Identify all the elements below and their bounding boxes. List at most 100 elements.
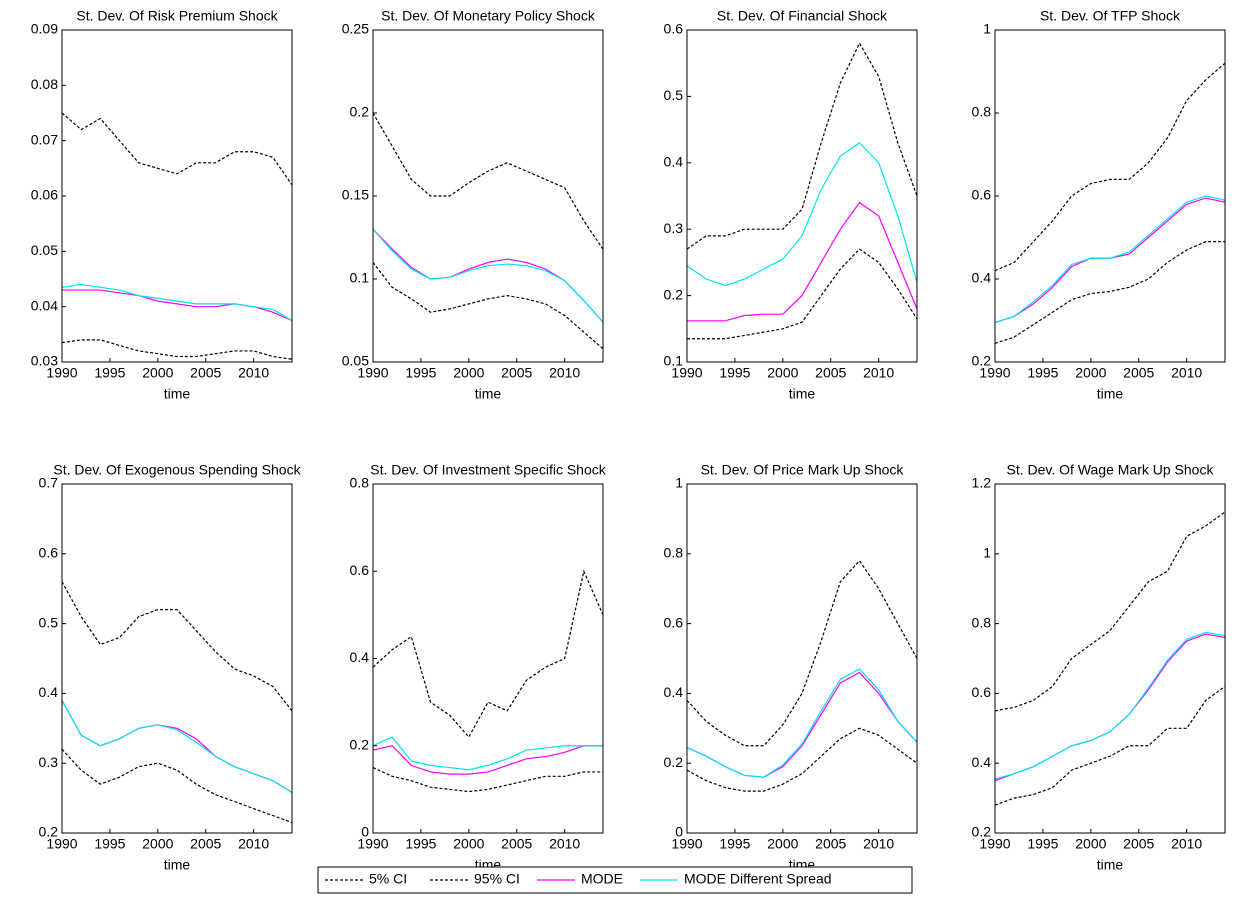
series-line <box>686 142 918 287</box>
x-tick-label: 2005 <box>1123 365 1154 381</box>
x-tick-label: 1990 <box>46 365 77 381</box>
y-tick-label: 0.6 <box>350 562 370 578</box>
y-tick-label: 1 <box>983 545 991 561</box>
y-tick-label: 0.4 <box>350 649 370 665</box>
plot-area <box>62 484 292 833</box>
x-tick-label: 1995 <box>719 836 750 852</box>
x-axis-label: time <box>789 386 816 402</box>
x-tick-label: 2010 <box>549 365 580 381</box>
x-tick-label: 2000 <box>1075 365 1106 381</box>
x-tick-label: 2000 <box>142 836 173 852</box>
y-tick-label: 0.4 <box>972 754 992 770</box>
series-line <box>994 195 1226 324</box>
y-tick-label: 0.4 <box>39 684 59 700</box>
series-line <box>372 228 604 323</box>
y-tick-label: 0.3 <box>664 220 684 236</box>
y-tick-label: 0.6 <box>664 614 684 630</box>
legend-label: 95% CI <box>474 871 520 887</box>
x-tick-label: 2005 <box>190 365 221 381</box>
x-tick-label: 1990 <box>979 365 1010 381</box>
series-line <box>61 112 293 186</box>
y-tick-label: 0.06 <box>31 187 58 203</box>
y-tick-label: 0.2 <box>972 824 992 840</box>
plot-frame <box>61 483 293 834</box>
x-tick-label: 2005 <box>1123 836 1154 852</box>
y-tick-label: 0.1 <box>350 270 370 286</box>
x-tick-label: 1990 <box>671 836 702 852</box>
plot-area <box>687 484 917 833</box>
y-tick-label: 0.04 <box>31 297 58 313</box>
y-tick-label: 0.07 <box>31 131 58 147</box>
x-tick-label: 1990 <box>357 365 388 381</box>
series-line <box>994 685 1226 806</box>
plot-area <box>373 30 603 362</box>
y-tick-label: 0.6 <box>39 545 59 561</box>
x-tick-label: 2010 <box>863 365 894 381</box>
y-tick-label: 0.2 <box>350 736 370 752</box>
y-tick-label: 0.8 <box>664 545 684 561</box>
series-line <box>61 748 293 824</box>
legend-label: MODE <box>581 871 623 887</box>
y-tick-label: 0.4 <box>664 684 684 700</box>
x-tick-label: 2010 <box>1171 365 1202 381</box>
series-line <box>687 201 918 322</box>
series-line <box>372 736 603 771</box>
legend-label: 5% CI <box>369 871 407 887</box>
x-tick-label: 2010 <box>238 365 269 381</box>
plot-area <box>995 30 1225 362</box>
plot-area <box>373 484 603 833</box>
y-tick-label: 0.7 <box>39 475 59 491</box>
y-tick-label: 0.2 <box>39 824 59 840</box>
y-tick-label: 0.05 <box>31 242 58 258</box>
plot-area <box>62 30 292 362</box>
x-tick-label: 2000 <box>142 365 173 381</box>
y-tick-label: 0.6 <box>972 684 992 700</box>
x-tick-label: 1995 <box>94 365 125 381</box>
series-line <box>994 62 1226 272</box>
legend-box <box>317 866 913 894</box>
x-axis-label: time <box>164 386 191 402</box>
series-line <box>61 700 293 794</box>
x-tick-label: 1990 <box>979 836 1010 852</box>
y-tick-label: 0 <box>675 824 683 840</box>
chart-title: St. Dev. Of TFP Shock <box>1040 8 1181 24</box>
x-tick-label: 1995 <box>94 836 125 852</box>
series-line <box>687 248 918 340</box>
chart-title: St. Dev. Of Price Mark Up Shock <box>701 462 905 478</box>
series-line <box>372 569 604 739</box>
x-tick-label: 2000 <box>767 836 798 852</box>
x-tick-label: 1995 <box>405 365 436 381</box>
series-line <box>686 559 918 747</box>
chart-title: St. Dev. Of Risk Premium Shock <box>76 8 278 24</box>
y-tick-label: 1 <box>983 21 991 37</box>
y-tick-label: 1.2 <box>972 475 992 491</box>
series-line <box>686 41 918 250</box>
chart-title: St. Dev. Of Exogenous Spending Shock <box>53 462 301 478</box>
plot-area <box>687 30 917 362</box>
y-tick-label: 0.2 <box>664 286 684 302</box>
x-tick-label: 2000 <box>453 836 484 852</box>
y-tick-label: 0.8 <box>972 104 992 120</box>
x-tick-label: 2005 <box>501 365 532 381</box>
series-line <box>994 631 1226 780</box>
plot-area <box>995 484 1225 833</box>
y-tick-label: 0.5 <box>664 87 684 103</box>
x-tick-label: 1995 <box>1027 365 1058 381</box>
x-tick-label: 1995 <box>1027 836 1058 852</box>
y-tick-label: 0.8 <box>350 475 370 491</box>
series-line <box>372 767 603 793</box>
y-tick-label: 0.03 <box>31 353 58 369</box>
series-line <box>61 581 293 712</box>
x-tick-label: 2010 <box>1171 836 1202 852</box>
y-tick-label: 0 <box>361 824 369 840</box>
legend-label: MODE Different Spread <box>684 871 832 887</box>
y-tick-label: 0.8 <box>972 614 992 630</box>
plot-frame <box>994 483 1226 834</box>
y-tick-label: 0.6 <box>972 187 992 203</box>
y-tick-label: 0.4 <box>972 270 992 286</box>
series-line <box>994 241 1225 344</box>
y-tick-label: 0.08 <box>31 76 58 92</box>
x-tick-label: 2005 <box>190 836 221 852</box>
x-tick-label: 2005 <box>815 365 846 381</box>
